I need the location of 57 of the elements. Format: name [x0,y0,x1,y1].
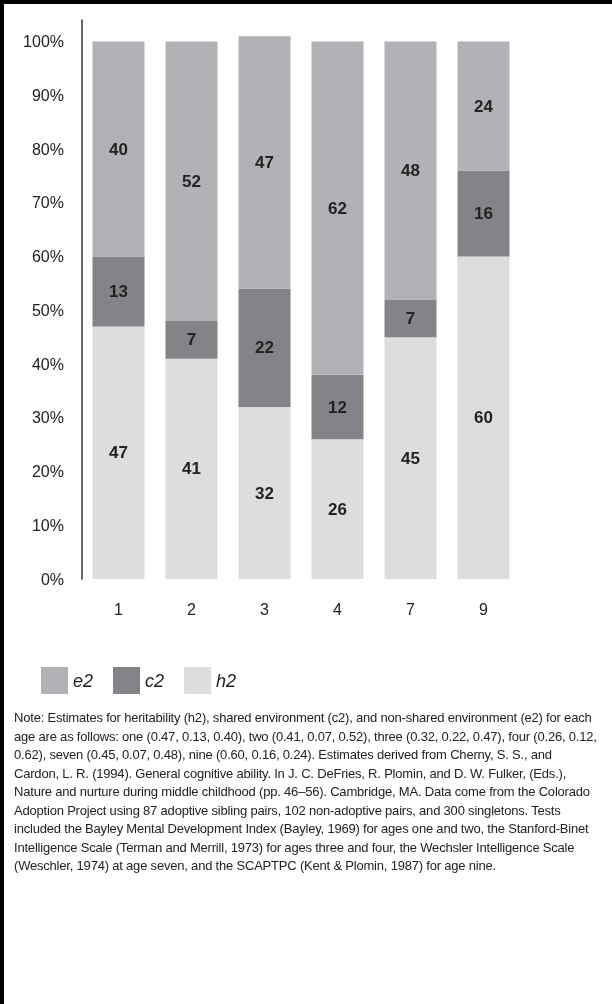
y-tick-label: 20% [31,463,64,480]
bar [384,299,437,338]
y-tick-label: 90% [31,86,64,104]
data-label: 41 [182,459,201,479]
bar [238,36,291,289]
data-label: 32 [255,483,274,503]
bar [311,374,364,440]
y-tick-label: 70% [31,194,64,212]
x-tick-label: 7 [406,600,416,618]
x-tick-label: 3 [260,600,270,618]
data-label: 22 [255,338,274,358]
bar [238,407,291,579]
bar [92,41,145,257]
bar [384,41,437,300]
bar [384,337,437,579]
bar [311,41,364,375]
data-label: 13 [109,281,128,301]
bar [311,439,364,579]
data-label: 26 [328,499,347,519]
text: Note: Estimates for heritability (h2), shared environment (c2), and non-shared environment (e2) for each age are as follows: one (0.47, 0.13, 0.40), two (0.41, 0.07, 0.52), three (0.32, 0.22, 0.47), four (0.26, 0.12, 0.62), seven (0.45, 0.07, 0.48), nine (0.60, 0.16, 0.24). Estimates derived from Cherny, S. S., and Cardon, L. R. (1994). General cognitive ability. In J. C. DeFries, R. Plomin, and D. W. Fulker, (Eds.), Nature and nurture during middle childhood (pp. 46–56). Cambridge, MA. Data come from the Colorado Adoption Project using 87 adoptive sibling pairs, 102 non-adoptive pairs, and 300 singletons. Tests included the Bayley Mental Development Index (Bayley, 1969) for ages one and two, the Stanford-Binet Intelligence Scale (Terman and Merrill, 1973) for ages three and four, the Wechsler Intelligence Scale (Weschler, 1974) at age seven, and the SCAPTPC (Kent & Plomin, 1987) for age nine. [14,710,597,873]
data-label: 48 [401,161,420,180]
data-label: 62 [328,198,347,218]
x-tick-label: 9 [479,600,489,618]
bar [457,256,510,579]
bar [92,326,145,579]
y-tick-label: 80% [31,140,64,158]
bar [165,41,218,321]
x-tick-label: 2 [187,600,197,618]
data-label: 7 [186,330,197,350]
data-label: 52 [182,171,201,191]
data-label: 12 [328,397,347,417]
legend-label: h2 [216,670,237,691]
data-label: 40 [109,139,128,159]
y-tick-label: 0% [40,570,64,588]
bar [92,256,145,327]
bar [238,288,291,407]
data-label: 60 [474,408,493,428]
data-label: 24 [474,96,494,116]
y-tick-label: 40% [31,355,64,373]
bar [457,170,510,257]
bar [457,41,510,171]
data-label: 7 [405,308,416,328]
data-label: 16 [474,204,493,223]
y-tick-label: 10% [31,516,64,534]
legend-label: e2 [73,670,94,691]
bar [165,321,218,359]
x-tick-label: 1 [114,600,124,618]
data-label: 45 [401,448,420,468]
y-tick-label: 30% [31,409,64,427]
y-tick-label: 100% [23,33,64,50]
bar [165,358,218,579]
data-label: 47 [255,152,274,172]
y-tick-label: 50% [31,301,64,319]
legend-label: c2 [145,670,165,691]
x-tick-label: 4 [333,600,343,618]
data-label: 47 [109,443,128,463]
y-tick-label: 60% [31,248,64,265]
